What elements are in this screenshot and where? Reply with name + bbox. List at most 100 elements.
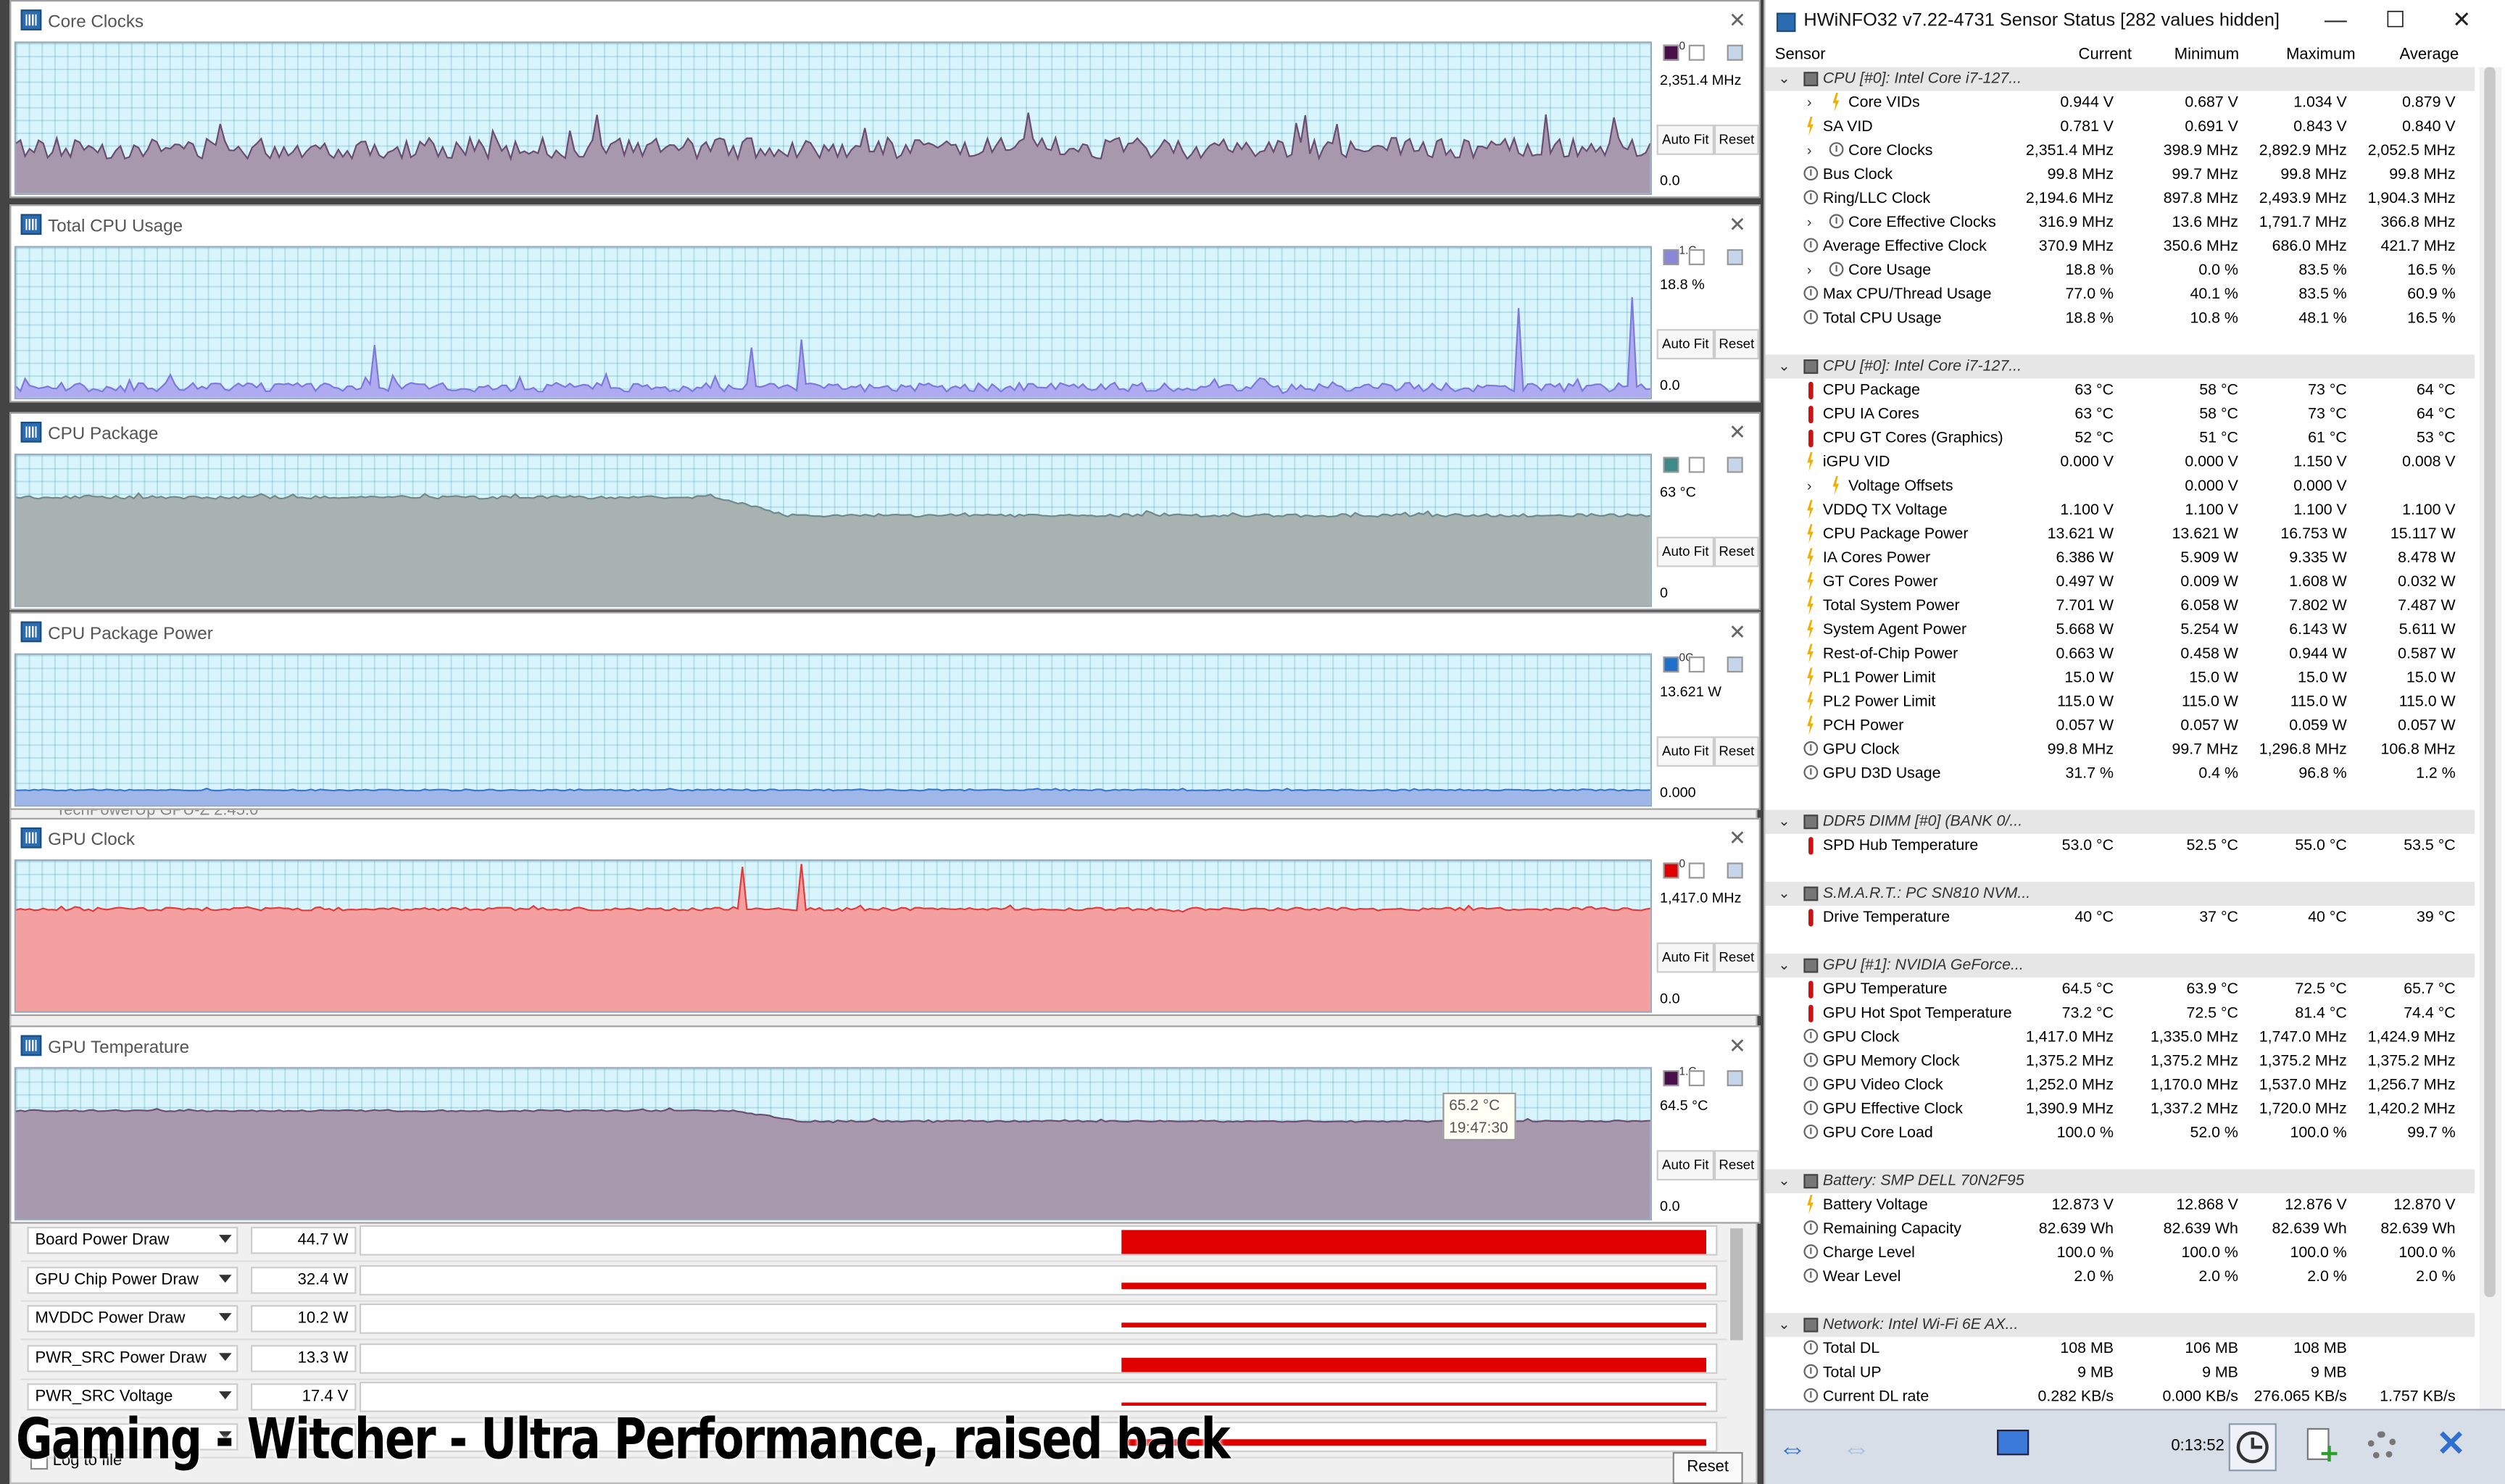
- sensor-row[interactable]: GPU Hot Spot Temperature 73.2 °C 72.5 °C 81…: [1766, 1001, 2475, 1025]
- auto-fit-button[interactable]: Auto Fit: [1656, 536, 1714, 567]
- sensor-group-row[interactable]: ⌄ DDR5 DIMM [#0] (BANK 0/...: [1765, 809, 2475, 834]
- sensor-row[interactable]: PL2 Power Limit 115.0 W 115.0 W 115.0 W 115.…: [1766, 690, 2475, 714]
- chevron-down-icon[interactable]: [218, 1352, 232, 1361]
- series-color-swatch[interactable]: [1663, 249, 1679, 265]
- sensor-row[interactable]: iGPU VID 0.000 V 0.000 V 1.150 V 0.008 V: [1766, 451, 2475, 475]
- gpuz-sensor-select[interactable]: Board Power Draw: [27, 1227, 238, 1254]
- timer-button[interactable]: [2228, 1423, 2277, 1472]
- swatch-white[interactable]: [1688, 862, 1705, 879]
- sensor-row[interactable]: PL1 Power Limit 15.0 W 15.0 W 15.0 W 15.0 W: [1766, 666, 2475, 690]
- column-minimum[interactable]: Minimum: [2174, 46, 2240, 64]
- sensor-row[interactable]: SPD Hub Temperature 53.0 °C 52.5 °C 55.0 °C…: [1766, 834, 2475, 858]
- sensor-row[interactable]: GPU Clock 1,417.0 MHz 1,335.0 MHz 1,747.0 M…: [1766, 1025, 2475, 1049]
- sensor-row[interactable]: CPU GT Cores (Graphics) 52 °C 51 °C 61 °C 53…: [1766, 427, 2475, 451]
- sensor-list[interactable]: ⌄ CPU [#0]: Intel Core i7-127... › Core VID…: [1765, 67, 2475, 1409]
- chevron-down-icon[interactable]: [218, 1391, 232, 1400]
- chevron-down-icon[interactable]: [218, 1313, 232, 1322]
- column-sensor[interactable]: Sensor: [1774, 46, 1826, 64]
- sensor-row[interactable]: GPU Clock 99.8 MHz 99.7 MHz 1,296.8 MHz 106.…: [1766, 738, 2475, 762]
- sensor-row[interactable]: CPU Package 63 °C 58 °C 73 °C 64 °C: [1766, 378, 2475, 402]
- swatch-grid-color[interactable]: [1727, 656, 1743, 673]
- swatch-grid-color[interactable]: [1727, 1070, 1743, 1087]
- chevron-right-icon[interactable]: ›: [1806, 142, 1812, 159]
- auto-fit-button[interactable]: Auto Fit: [1656, 329, 1714, 360]
- sensor-row[interactable]: Wear Level 2.0 % 2.0 % 2.0 % 2.0 %: [1766, 1265, 2475, 1289]
- reset-button[interactable]: Reset: [1713, 942, 1759, 973]
- gpuz-sensor-select[interactable]: MVDDC Power Draw: [27, 1305, 238, 1333]
- maximize-icon[interactable]: ☐: [2385, 6, 2406, 33]
- gpuz-scrollbar[interactable]: [1730, 1228, 1743, 1341]
- chevron-down-icon[interactable]: ⌄: [1778, 1172, 1790, 1189]
- chevron-down-icon[interactable]: [218, 1430, 232, 1439]
- close-sensors-button[interactable]: ✕: [2427, 1423, 2475, 1471]
- sensor-group-row[interactable]: ⌄ Network: Intel Wi-Fi 6E AX...: [1765, 1313, 2475, 1338]
- gpuz-sensor-select[interactable]: PWR_SRC Power Draw: [27, 1344, 238, 1372]
- swatch-grid-color[interactable]: [1727, 44, 1743, 61]
- sensor-row[interactable]: GPU Effective Clock 1,390.9 MHz 1,337.2 MH…: [1766, 1097, 2475, 1121]
- sensor-row[interactable]: Total DL 108 MB 106 MB 108 MB: [1766, 1337, 2475, 1361]
- chevron-right-icon[interactable]: ›: [1806, 478, 1812, 494]
- sensor-row[interactable]: › Core Usage 18.8 % 0.0 % 83.5 % 16.5 %: [1766, 259, 2475, 283]
- sensor-row[interactable]: PCH Power 0.057 W 0.057 W 0.059 W 0.057 W: [1766, 714, 2475, 738]
- reset-button[interactable]: Reset: [1713, 124, 1759, 155]
- sensor-row[interactable]: Total UP 9 MB 9 MB 9 MB: [1766, 1361, 2475, 1385]
- swatch-white[interactable]: [1688, 44, 1705, 61]
- sensor-row[interactable]: GPU Temperature 64.5 °C 63.9 °C 72.5 °C 65.7…: [1766, 977, 2475, 1001]
- close-icon[interactable]: ✕: [1729, 8, 1747, 33]
- auto-fit-button[interactable]: Auto Fit: [1656, 942, 1714, 973]
- swatch-white[interactable]: [1688, 249, 1705, 265]
- gpuz-sensor-select[interactable]: PWR_SRC Voltage: [27, 1383, 238, 1411]
- report-button[interactable]: [2296, 1423, 2343, 1471]
- sensor-row[interactable]: GT Cores Power 0.497 W 0.009 W 1.608 W 0.032…: [1766, 570, 2475, 594]
- reset-button[interactable]: Reset: [1713, 1150, 1759, 1181]
- sensor-row[interactable]: Bus Clock 99.8 MHz 99.7 MHz 99.8 MHz 99.8 MH…: [1766, 163, 2475, 187]
- sensor-row[interactable]: Current DL rate 0.282 KB/s 0.000 KB/s 276.0…: [1766, 1385, 2475, 1409]
- chevron-down-icon[interactable]: ⌄: [1778, 956, 1790, 973]
- auto-fit-button[interactable]: Auto Fit: [1656, 736, 1714, 767]
- sensor-row[interactable]: Remaining Capacity 82.639 Wh 82.639 Wh 82.6…: [1766, 1217, 2475, 1241]
- sensor-row[interactable]: Drive Temperature 40 °C 37 °C 40 °C 39 °C: [1766, 906, 2475, 930]
- sensor-group-row[interactable]: ⌄ GPU [#1]: NVIDIA GeForce...: [1765, 954, 2475, 978]
- sensor-group-row[interactable]: ⌄ CPU [#0]: Intel Core i7-127...: [1765, 354, 2475, 379]
- hwinfo-titlebar[interactable]: HWiNFO32 v7.22-4731 Sensor Status [282 v…: [1766, 0, 2505, 45]
- close-icon[interactable]: ✕: [2452, 6, 2472, 33]
- gpuz-reset-button[interactable]: Reset: [1672, 1451, 1743, 1484]
- sensor-row[interactable]: CPU Package Power 13.621 W 13.621 W 16.753 …: [1766, 522, 2475, 546]
- sensor-row[interactable]: Total System Power 7.701 W 6.058 W 7.802 W 7…: [1766, 594, 2475, 618]
- series-color-swatch[interactable]: [1663, 862, 1679, 879]
- chevron-down-icon[interactable]: ⌄: [1778, 1316, 1790, 1333]
- close-icon[interactable]: ✕: [1729, 1033, 1747, 1058]
- minimize-icon[interactable]: —: [2324, 6, 2347, 33]
- chevron-down-icon[interactable]: ⌄: [1778, 885, 1790, 901]
- scrollbar-thumb[interactable]: [2484, 67, 2496, 1298]
- reset-button[interactable]: Reset: [1713, 536, 1759, 567]
- chevron-down-icon[interactable]: ⌄: [1778, 357, 1790, 374]
- expand-arrows-icon[interactable]: ⇔: [1778, 1433, 1807, 1465]
- sensor-group-row[interactable]: ⌄ S.M.A.R.T.: PC SN810 NVM...: [1765, 881, 2475, 906]
- sensor-row[interactable]: Battery Voltage 12.873 V 12.868 V 12.876 V 1…: [1766, 1193, 2475, 1217]
- chevron-down-icon[interactable]: [218, 1274, 232, 1283]
- series-color-swatch[interactable]: [1663, 656, 1679, 673]
- column-current[interactable]: Current: [2078, 46, 2132, 64]
- sensor-row[interactable]: CPU IA Cores 63 °C 58 °C 73 °C 64 °C: [1766, 403, 2475, 427]
- reset-button[interactable]: Reset: [1713, 329, 1759, 360]
- chevron-down-icon[interactable]: ⌄: [1778, 70, 1790, 87]
- sensor-row[interactable]: Average Effective Clock 370.9 MHz 350.6 MH…: [1766, 235, 2475, 259]
- close-icon[interactable]: ✕: [1729, 825, 1747, 850]
- chevron-down-icon[interactable]: [218, 1235, 232, 1243]
- swatch-grid-color[interactable]: [1727, 457, 1743, 473]
- swatch-grid-color[interactable]: [1727, 862, 1743, 879]
- sensor-row[interactable]: › Core VIDs 0.944 V 0.687 V 1.034 V 0.879 V: [1766, 91, 2475, 115]
- collapse-arrows-icon[interactable]: ⇔: [1842, 1433, 1872, 1465]
- reset-button[interactable]: Reset: [1713, 736, 1759, 767]
- column-average[interactable]: Average: [2399, 46, 2459, 64]
- chevron-right-icon[interactable]: ›: [1806, 214, 1812, 230]
- auto-fit-button[interactable]: Auto Fit: [1656, 1150, 1714, 1181]
- sensor-row[interactable]: IA Cores Power 6.386 W 5.909 W 9.335 W 8.478…: [1766, 546, 2475, 570]
- swatch-white[interactable]: [1688, 1070, 1705, 1087]
- close-icon[interactable]: ✕: [1729, 420, 1747, 444]
- sensor-row[interactable]: Charge Level 100.0 % 100.0 % 100.0 % 100.0 %: [1766, 1241, 2475, 1265]
- sensor-row[interactable]: Ring/LLC Clock 2,194.6 MHz 897.8 MHz 2,493.…: [1766, 187, 2475, 211]
- sensor-row[interactable]: VDDQ TX Voltage 1.100 V 1.100 V 1.100 V 1.10…: [1766, 499, 2475, 522]
- sensor-row[interactable]: Rest-of-Chip Power 0.663 W 0.458 W 0.944 W 0…: [1766, 642, 2475, 666]
